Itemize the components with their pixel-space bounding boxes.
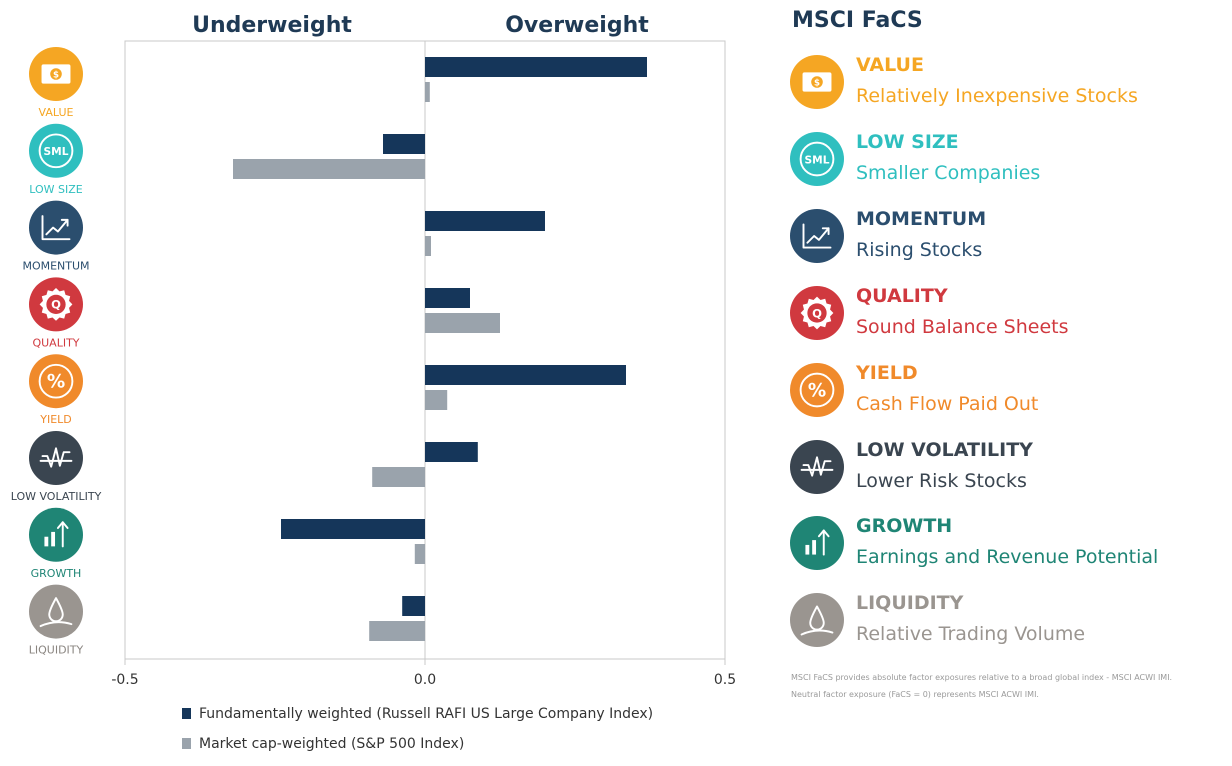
bar-yield-fundamental: [425, 365, 626, 385]
header-underweight: Underweight: [192, 13, 352, 38]
header-overweight: Overweight: [505, 13, 649, 38]
legend-label-fundamental: Fundamentally weighted (Russell RAFI US …: [199, 706, 654, 722]
growth-bars-icon: [29, 507, 83, 562]
bar-growth-fundamental: [281, 519, 425, 539]
bar-liquidity-market-cap: [369, 621, 425, 641]
factor-description: Relative Trading Volume: [856, 623, 1086, 646]
factor-name: VALUE: [856, 54, 924, 76]
x-tick-label: 0.5: [714, 672, 736, 688]
bar-quality-fundamental: [425, 288, 470, 308]
left-label-quality: QUALITY: [32, 336, 79, 349]
bars-group: [233, 57, 647, 641]
factor-name: YIELD: [856, 361, 918, 384]
bar-quality-market-cap: [425, 313, 500, 333]
bar-low-volatility-fundamental: [425, 442, 478, 462]
rising-chart-icon: [790, 208, 844, 263]
factor-description: Smaller Companies: [856, 161, 1041, 184]
left-label-yield: YIELD: [39, 413, 72, 426]
legend-item-market-cap: Market cap-weighted (S&P 500 Index): [182, 736, 464, 752]
left-label-value: VALUE: [39, 106, 74, 119]
svg-text:Q: Q: [812, 306, 822, 320]
x-axis-ticks: -0.5 0.0 0.5: [111, 659, 736, 688]
volatility-wave-icon: [29, 431, 83, 485]
left-factor-icons: $ VALUE SML LOW SIZE MOMENTUM Q QUALITY% YIELD L…: [11, 47, 102, 657]
factor-description: Cash Flow Paid Out: [856, 392, 1039, 415]
bar-growth-market-cap: [414, 544, 425, 564]
left-label-low-volatility: LOW VOLATILITY: [11, 490, 102, 503]
legend-item-fundamental: Fundamentally weighted (Russell RAFI US …: [182, 706, 653, 722]
factor-name: LOW VOLATILITY: [856, 438, 1033, 461]
bar-yield-market-cap: [425, 390, 448, 410]
bar-momentum-fundamental: [425, 211, 545, 231]
sml-icon: SML: [790, 131, 844, 186]
volatility-wave-icon: [790, 439, 844, 494]
dollar-bill-icon: $: [790, 55, 844, 109]
bar-low-volatility-market-cap: [372, 467, 425, 487]
factor-description: Lower Risk Stocks: [856, 469, 1027, 492]
left-label-low-size: LOW SIZE: [29, 183, 83, 196]
legend-swatch-fundamental: [182, 708, 191, 719]
factor-name: QUALITY: [856, 284, 948, 307]
legend-label-market-cap: Market cap-weighted (S&P 500 Index): [199, 736, 465, 752]
panel-title: MSCI FaCS: [792, 8, 923, 33]
factor-name: GROWTH: [856, 515, 953, 538]
left-label-growth: GROWTH: [31, 567, 82, 580]
left-label-liquidity: LIQUIDITY: [29, 644, 84, 657]
svg-text:Q: Q: [51, 298, 61, 312]
svg-text:$: $: [53, 70, 59, 80]
footnote-line-2: Neutral factor exposure (FaCS = 0) repre…: [791, 690, 1039, 699]
footnote-line-1: MSCI FaCS provides absolute factor expos…: [791, 673, 1173, 682]
x-tick-label: 0.0: [414, 672, 436, 688]
factor-description: Rising Stocks: [856, 238, 983, 261]
legend-swatch-market-cap: [182, 738, 191, 749]
droplet-icon: [790, 593, 844, 648]
bar-value-market-cap: [425, 82, 430, 102]
factor-name: LOW SIZE: [856, 130, 959, 153]
percent-icon: %: [29, 354, 83, 409]
percent-icon: %: [790, 362, 844, 417]
svg-text:%: %: [808, 380, 826, 401]
bar-low-size-fundamental: [383, 134, 425, 154]
factor-description: Relatively Inexpensive Stocks: [856, 85, 1138, 107]
sml-icon: SML: [29, 123, 83, 178]
left-label-momentum: MOMENTUM: [22, 260, 89, 273]
svg-text:SML: SML: [805, 154, 830, 166]
dollar-bill-icon: $: [29, 47, 83, 101]
growth-bars-icon: [790, 516, 844, 571]
svg-text:$: $: [814, 78, 820, 88]
bar-momentum-market-cap: [425, 236, 431, 256]
rising-chart-icon: [29, 200, 83, 255]
factor-description: Earnings and Revenue Potential: [856, 546, 1159, 569]
svg-text:%: %: [47, 371, 65, 392]
bar-liquidity-fundamental: [402, 596, 425, 616]
bar-value-fundamental: [425, 57, 647, 77]
quality-seal-icon: Q: [29, 277, 83, 332]
x-tick-label: -0.5: [111, 672, 138, 688]
droplet-icon: [29, 584, 83, 639]
bar-low-size-market-cap: [233, 159, 425, 179]
factor-name: MOMENTUM: [856, 207, 987, 230]
quality-seal-icon: Q: [790, 285, 844, 340]
factor-description: Sound Balance Sheets: [856, 315, 1069, 338]
svg-text:SML: SML: [44, 146, 69, 158]
factor-name: LIQUIDITY: [856, 592, 964, 615]
